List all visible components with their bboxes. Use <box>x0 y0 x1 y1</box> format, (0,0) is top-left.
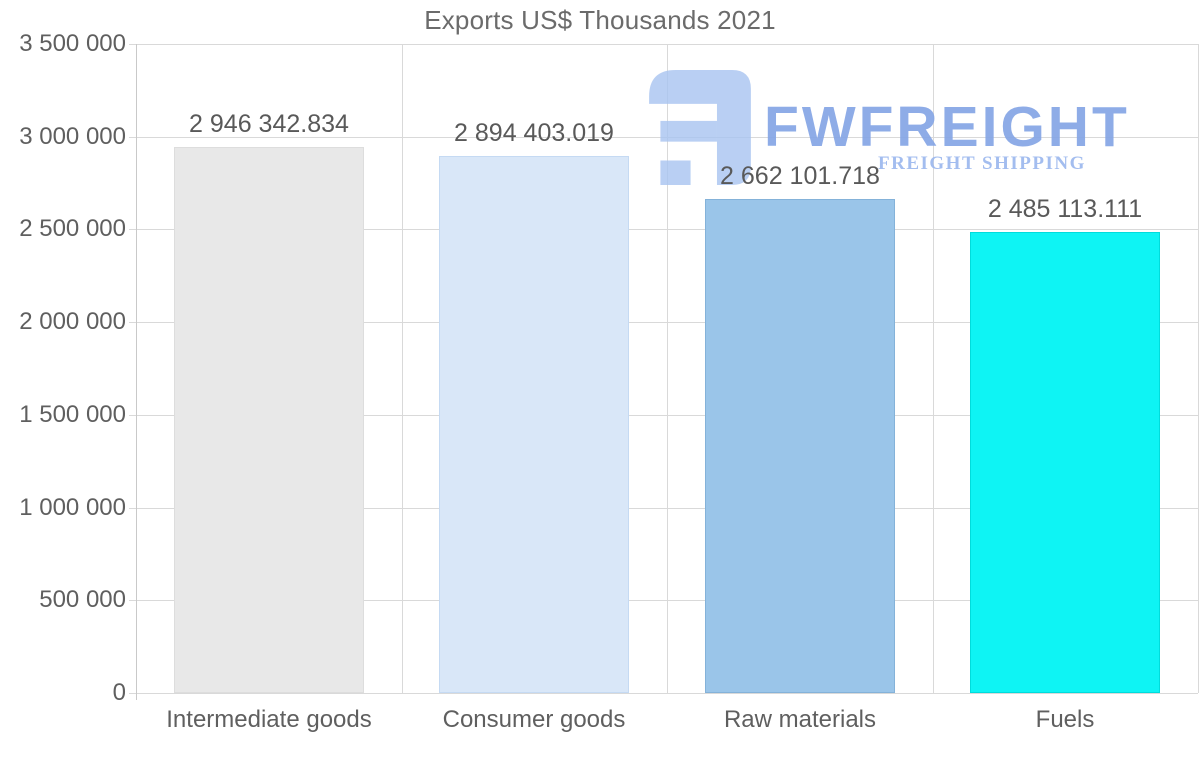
chart-title: Exports US$ Thousands 2021 <box>424 5 776 35</box>
y-gridline-2500000 <box>129 229 1198 230</box>
y-axis-line <box>136 44 137 700</box>
y-gridline-1000000 <box>129 508 1198 509</box>
y-tick-label: 3 000 000 <box>19 123 126 150</box>
y-gridline-3500000 <box>129 44 1198 45</box>
fwfreight-watermark: FWFREIGHT FREIGHT SHIPPING <box>648 66 1168 196</box>
y-tick-label: 3 500 000 <box>19 30 126 57</box>
x-gridline-2 <box>667 44 668 693</box>
y-tick-label: 1 000 000 <box>19 494 126 521</box>
bar-value-label-raw-materials: 2 662 101.718 <box>720 162 880 190</box>
y-gridline-2000000 <box>129 322 1198 323</box>
y-tick-label: 0 <box>112 679 126 706</box>
bar-intermediate-goods <box>174 147 364 693</box>
watermark-tagline-text: FREIGHT SHIPPING <box>878 153 1086 174</box>
bar-raw-materials <box>705 199 895 693</box>
bar-consumer-goods <box>439 156 629 693</box>
x-gridline-1 <box>402 44 403 693</box>
fwfreight-logo-mark-icon <box>649 70 751 185</box>
watermark-brand-text: FWFREIGHT <box>764 95 1130 159</box>
y-tick-label: 1 500 000 <box>19 401 126 428</box>
x-axis-label-intermediate-goods: Intermediate goods <box>166 706 372 733</box>
y-gridline-500000 <box>129 600 1198 601</box>
y-gridline-1500000 <box>129 415 1198 416</box>
x-gridline-3 <box>933 44 934 693</box>
x-axis-label-raw-materials: Raw materials <box>723 706 877 733</box>
bar-value-label-fuels: 2 485 113.111 <box>987 195 1143 223</box>
x-axis-label-fuels: Fuels <box>1035 706 1095 733</box>
x-gridline-4 <box>1198 44 1199 693</box>
y-gridline-0 <box>129 693 1198 694</box>
y-tick-label: 2 500 000 <box>19 215 126 242</box>
bar-value-label-consumer-goods: 2 894 403.019 <box>454 119 614 147</box>
x-axis-label-consumer-goods: Consumer goods <box>442 706 626 733</box>
bar-value-label-intermediate-goods: 2 946 342.834 <box>189 110 349 138</box>
y-tick-label: 2 000 000 <box>19 308 126 335</box>
y-tick-label: 500 000 <box>39 586 126 613</box>
bar-fuels <box>970 232 1160 693</box>
